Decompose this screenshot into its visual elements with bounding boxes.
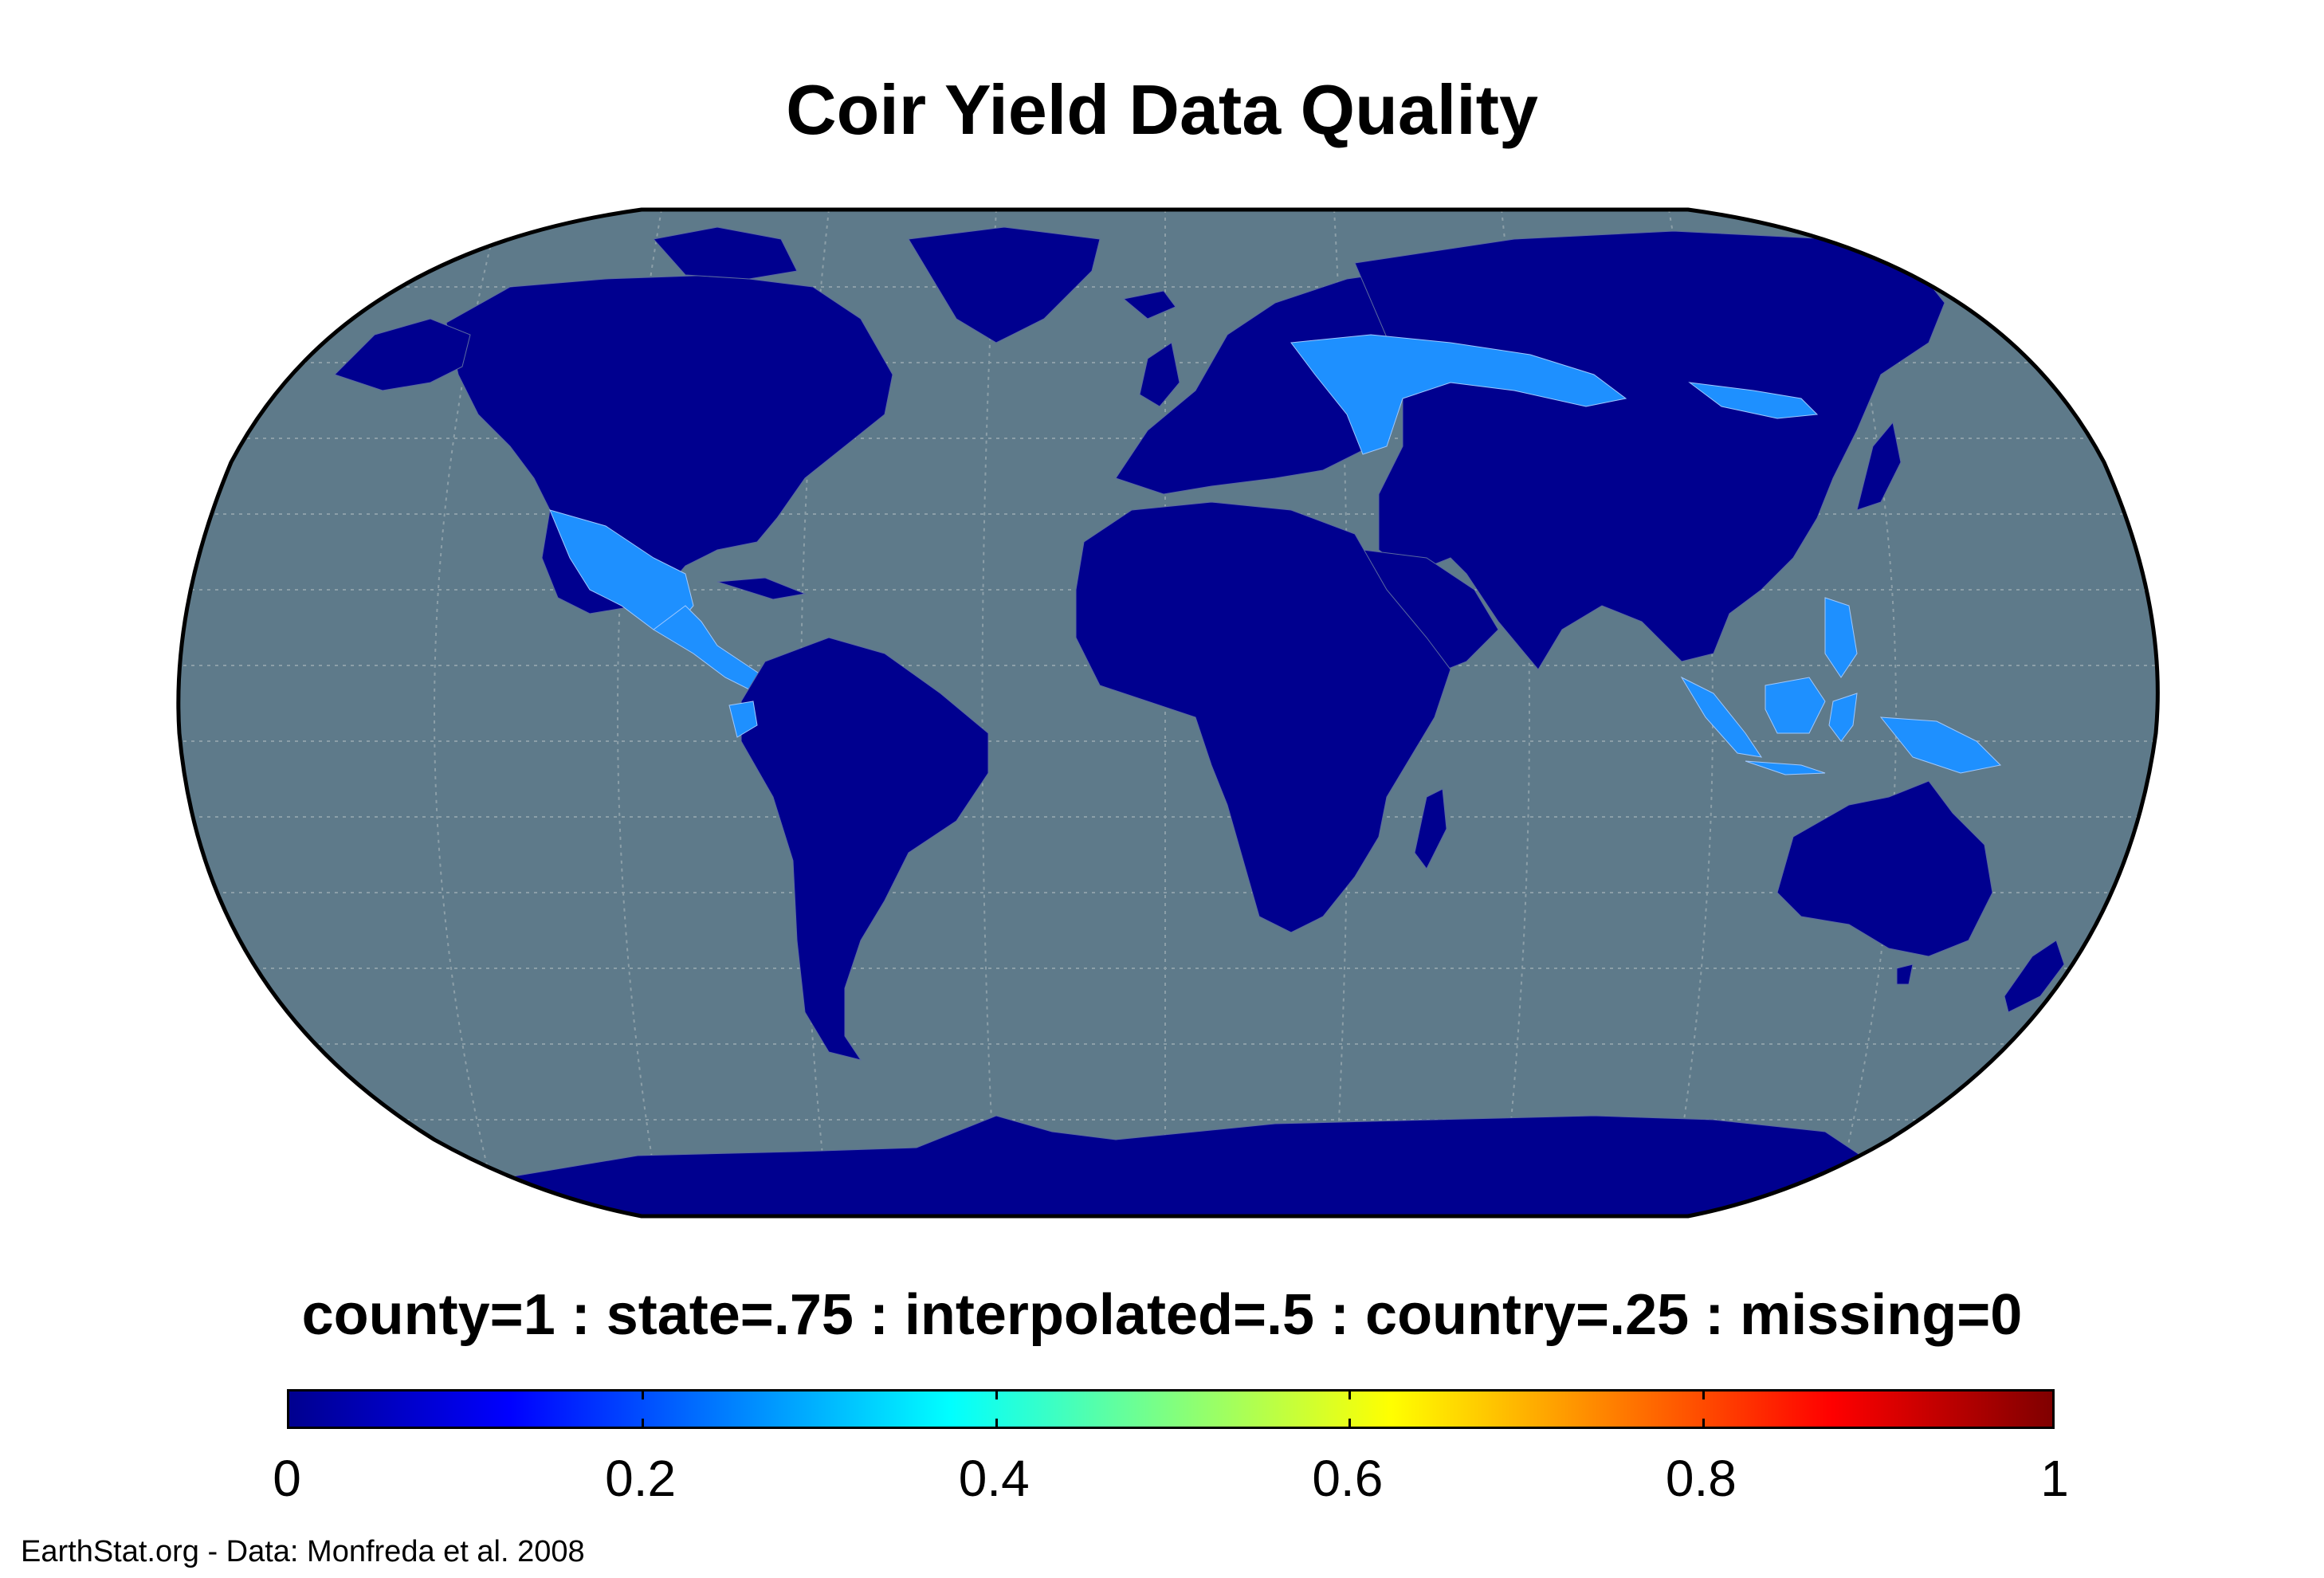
philippines xyxy=(1824,597,1858,678)
colorbar-tick xyxy=(642,1419,645,1427)
africa xyxy=(1075,501,1451,933)
colorbar-tick xyxy=(1348,1392,1352,1399)
legend-caption: county=1 : state=.75 : interpolated=.5 :… xyxy=(301,1283,2023,1347)
colorbar xyxy=(287,1389,2055,1429)
greenland xyxy=(908,226,1101,343)
sumatra xyxy=(1680,676,1763,758)
uk xyxy=(1139,342,1180,407)
colorbar-tick xyxy=(642,1392,645,1399)
colorbar-tick-label: 0.6 xyxy=(1312,1450,1384,1507)
ecuador xyxy=(728,701,758,738)
tasmania xyxy=(1896,964,1914,985)
land xyxy=(334,226,2065,1216)
map-title: Coir Yield Data Quality xyxy=(786,70,1538,149)
colorbar-tick xyxy=(1348,1419,1352,1427)
map-frame xyxy=(176,207,2160,1219)
java xyxy=(1745,760,1826,775)
new-guinea xyxy=(1879,716,2002,774)
south-america xyxy=(740,637,989,1061)
australia xyxy=(1776,780,1993,957)
central-america xyxy=(653,605,766,694)
borneo xyxy=(1765,677,1826,734)
colorbar-tick xyxy=(995,1392,998,1399)
siberia-state-level xyxy=(1688,382,1819,419)
iceland xyxy=(1122,290,1176,320)
canadian-arctic xyxy=(653,226,798,280)
cuba xyxy=(716,577,807,600)
colorbar-tick xyxy=(995,1419,998,1427)
new-zealand xyxy=(2004,940,2065,1013)
japan xyxy=(1856,421,1902,511)
colorbar-tick xyxy=(1702,1392,1705,1399)
colorbar-tick xyxy=(1702,1419,1705,1427)
alaska xyxy=(334,318,471,391)
sulawesi xyxy=(1828,693,1858,742)
colorbar-tick-label: 0 xyxy=(273,1450,301,1507)
russia-state-level xyxy=(1290,334,1627,455)
madagascar xyxy=(1414,788,1447,869)
credit-text: EarthStat.org - Data: Monfreda et al. 20… xyxy=(21,1535,585,1568)
colorbar-tick-label: 0.8 xyxy=(1665,1450,1737,1507)
colorbar-tick-label: 0.4 xyxy=(958,1450,1030,1507)
colorbar-tick-label: 0.2 xyxy=(605,1450,677,1507)
colorbar-tick-label: 1 xyxy=(2040,1450,2069,1507)
